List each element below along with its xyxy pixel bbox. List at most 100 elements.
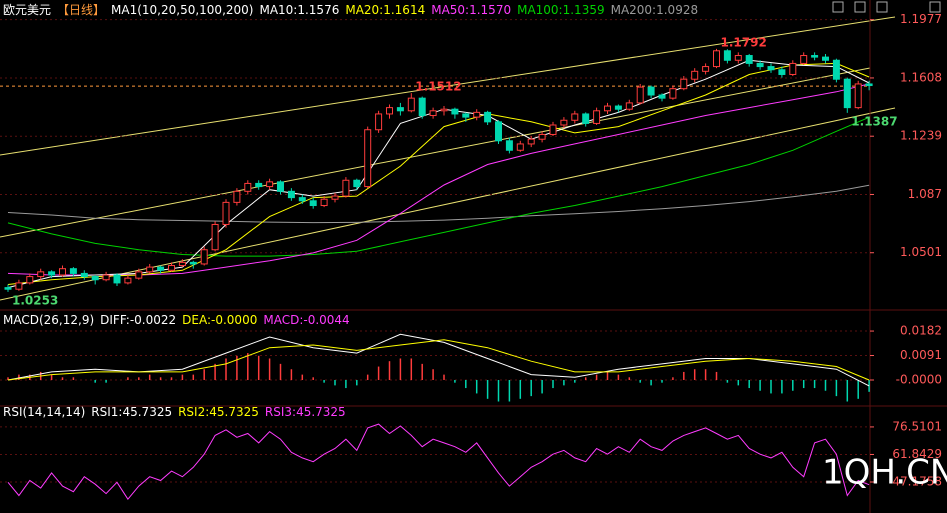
legend-item: RSI2:45.7325 [178, 405, 259, 419]
y-tick-label: 47.1758 [892, 475, 942, 489]
candle-body [549, 124, 557, 135]
legend: MACD(26,12,9) DIFF:-0.0022 DEA:-0.0000 MACD… [3, 313, 350, 327]
candle-body [462, 113, 470, 118]
candle-body [778, 69, 786, 75]
candle-body [473, 111, 481, 118]
candle-body [189, 261, 197, 265]
candle-body [625, 102, 633, 110]
legend-item: MA50:1.1570 [431, 3, 511, 17]
candle-body [538, 133, 546, 140]
candle-body [102, 274, 110, 281]
candle-body [854, 83, 862, 109]
candle-body [636, 86, 644, 104]
legend-item: RSI3:45.7325 [265, 405, 346, 419]
candle-body [298, 197, 306, 202]
candle-body [418, 97, 426, 117]
candle-body [396, 107, 404, 112]
candle-body [713, 50, 720, 68]
candle-body [484, 111, 492, 123]
candle-body [691, 70, 699, 80]
y-tick-label: -0.0000 [896, 372, 942, 386]
y-tick-label: 1.1977 [900, 12, 942, 26]
candle-body [734, 55, 742, 61]
candle-body [277, 181, 284, 192]
toolbar-icons[interactable] [832, 1, 941, 13]
channel-line [0, 67, 871, 238]
legend-item: MA200:1.0928 [611, 3, 699, 17]
candle-body [429, 110, 437, 117]
candle-body [440, 108, 448, 112]
legend-item: MA1(10,20,50,100,200) [111, 3, 253, 17]
candle-body [331, 195, 339, 200]
y-tick-label: 76.5101 [892, 419, 942, 433]
legend-item: RSI1:45.7325 [91, 405, 172, 419]
candle-body [287, 190, 295, 199]
candle-body [4, 287, 12, 290]
candle-body [157, 266, 165, 271]
legend-item: RSI(14,14,14) [3, 405, 85, 419]
candle-body [26, 276, 34, 284]
candle-body [146, 266, 154, 273]
candle-body [211, 223, 219, 251]
channel-line [0, 107, 896, 301]
candle-body [48, 271, 56, 276]
candle-body [255, 182, 263, 188]
channel-line [0, 16, 896, 156]
y-tick-label: 0.0091 [900, 348, 942, 362]
candle-body [309, 200, 317, 207]
candle-body [91, 276, 99, 281]
annotation: 1.1512 [415, 80, 461, 94]
candle-body [767, 66, 775, 71]
legend-item: DIFF:-0.0022 [100, 313, 176, 327]
legend-item: 欧元美元 [3, 3, 51, 17]
legend-item: DEA:-0.0000 [182, 313, 257, 327]
candle-body [723, 50, 731, 61]
icon[interactable] [876, 1, 888, 13]
candle-body [647, 86, 655, 96]
candle-body [680, 78, 688, 90]
candle-body [168, 265, 175, 271]
candle-body [822, 56, 829, 61]
candle-body [15, 282, 23, 290]
y-tick-label: 1.0501 [900, 245, 942, 259]
candle-body [342, 179, 350, 197]
annotation: 1.1387 [851, 114, 897, 128]
annotation: 1.1792 [721, 35, 767, 49]
legend-item: MACD:-0.0044 [263, 313, 349, 327]
candle-body [178, 261, 186, 267]
candle-body [59, 268, 66, 276]
candle-body [571, 113, 579, 121]
candle-body [375, 113, 383, 131]
legend-item: MA10:1.1576 [259, 3, 339, 17]
candle-body [505, 140, 513, 151]
legend: 欧元美元 【日线】 MA1(10,20,50,100,200) MA10:1.1576… [3, 3, 698, 17]
candle-body [200, 249, 208, 265]
icon[interactable] [929, 1, 941, 13]
candle-body [37, 271, 45, 278]
candle-body [843, 78, 851, 109]
y-tick-label: 1.1608 [900, 70, 942, 84]
candle-body [789, 62, 797, 75]
channel-lines [0, 16, 896, 301]
candle-body [495, 121, 502, 142]
candle-body [756, 62, 764, 68]
candle-body [800, 55, 808, 64]
line [7, 333, 870, 387]
candle-body [353, 179, 361, 188]
legend-item: MA20:1.1614 [345, 3, 425, 17]
candle-body [135, 271, 143, 279]
candle-body [124, 277, 132, 284]
line [7, 116, 870, 257]
line [7, 59, 870, 289]
line [7, 83, 870, 276]
candle-body [222, 201, 230, 225]
y-tick-label: 0.0182 [900, 324, 942, 338]
icon[interactable] [854, 1, 866, 13]
candle-body [582, 113, 590, 124]
candle-body [364, 129, 372, 188]
candle-body [69, 268, 77, 274]
line [7, 184, 870, 224]
candle-body [811, 55, 819, 58]
line [7, 423, 870, 501]
icon[interactable] [832, 1, 844, 13]
